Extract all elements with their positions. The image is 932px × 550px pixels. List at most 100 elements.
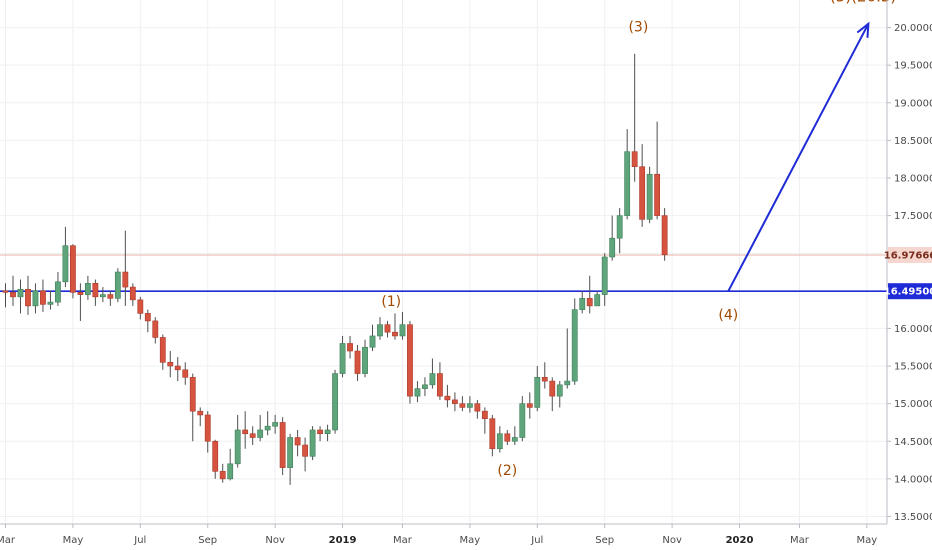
candle-body-up bbox=[422, 384, 428, 389]
x-tick-label: Mar bbox=[393, 535, 413, 546]
candle-body-down bbox=[586, 298, 593, 307]
candle-body-up bbox=[234, 429, 241, 465]
candle bbox=[661, 208, 668, 261]
candle-body-up bbox=[429, 373, 436, 386]
candle bbox=[451, 392, 458, 412]
candle bbox=[279, 417, 286, 476]
candle bbox=[152, 317, 159, 344]
horizontal-levels bbox=[0, 254, 887, 293]
candle bbox=[167, 351, 174, 378]
candle-body-down bbox=[10, 292, 16, 298]
candle-body-up bbox=[571, 309, 578, 382]
candle bbox=[47, 290, 54, 310]
wave-labels: (1) (2) (3) (4) (5)(20.3) bbox=[381, 0, 896, 479]
candle bbox=[219, 463, 226, 483]
candle-body-up bbox=[17, 289, 24, 298]
candle bbox=[414, 381, 421, 403]
candle-body-down bbox=[212, 440, 219, 472]
candle-body-down bbox=[526, 403, 533, 408]
candle-body-up bbox=[466, 403, 473, 408]
candle-body-down bbox=[174, 365, 181, 371]
candle-body-down bbox=[137, 299, 144, 314]
candle-body-down bbox=[182, 369, 189, 378]
candle-body-down bbox=[197, 410, 204, 416]
candle bbox=[534, 366, 541, 412]
projection-line bbox=[727, 23, 870, 292]
candle-body-down bbox=[92, 283, 99, 298]
candle bbox=[407, 320, 413, 404]
candle-body-down bbox=[40, 290, 46, 305]
candle-body-up bbox=[47, 301, 54, 305]
candle bbox=[399, 311, 406, 340]
candle-body-up bbox=[579, 298, 586, 310]
candle-body-down bbox=[407, 324, 413, 397]
y-axis[interactable]: 13.50000 14.00000 14.50000 15.00000 15.50000… bbox=[887, 23, 932, 523]
x-tick-label: Mar bbox=[790, 535, 810, 546]
candle-body-down bbox=[639, 166, 646, 220]
x-tick-label: 2019 bbox=[329, 535, 357, 546]
candle-body-up bbox=[646, 173, 653, 220]
candle-body-down bbox=[25, 289, 31, 307]
y-tick-label: 14.50000 bbox=[894, 437, 932, 448]
candle-body-up bbox=[114, 271, 121, 299]
candle bbox=[459, 396, 466, 412]
candle-body-down bbox=[384, 324, 391, 333]
candle-body-down bbox=[489, 418, 496, 450]
candle-body-up bbox=[84, 283, 91, 295]
x-axis[interactable]: Mar May Jul Sep Nov 2019 Mar May Jul Sep Nov 2020 Ma… bbox=[0, 524, 877, 546]
candle bbox=[189, 373, 196, 442]
candle-body-down bbox=[107, 294, 114, 299]
candle bbox=[354, 344, 361, 382]
candle bbox=[384, 320, 391, 338]
x-tick-label: Sep bbox=[198, 535, 217, 546]
candle-body-up bbox=[556, 384, 563, 397]
y-tick-label: 20.00000 bbox=[894, 23, 932, 34]
x-tick-label: Nov bbox=[662, 535, 682, 546]
y-tick-label: 18.00000 bbox=[894, 174, 932, 185]
x-tick-label: Jul bbox=[530, 535, 543, 546]
candle bbox=[579, 290, 586, 314]
candle-body-down bbox=[249, 433, 256, 438]
candle bbox=[62, 226, 69, 288]
candle bbox=[511, 426, 518, 446]
candle-body-down bbox=[437, 373, 443, 397]
candle bbox=[556, 381, 563, 408]
candle-body-down bbox=[354, 350, 361, 374]
y-tick-label: 15.50000 bbox=[894, 362, 932, 373]
wave-projection bbox=[727, 21, 870, 292]
candle bbox=[70, 244, 76, 299]
candle bbox=[631, 53, 638, 182]
candle-body-down bbox=[159, 337, 166, 363]
candle-body-down bbox=[152, 320, 159, 338]
candle bbox=[122, 230, 129, 306]
candle bbox=[242, 411, 249, 449]
candle bbox=[182, 362, 189, 385]
candle bbox=[55, 272, 61, 306]
candle bbox=[594, 290, 601, 307]
candle-body-down bbox=[481, 410, 488, 419]
candle bbox=[197, 407, 204, 427]
candle-body-down bbox=[129, 286, 136, 301]
candle-body-up bbox=[496, 433, 503, 450]
candle-body-up bbox=[564, 380, 571, 386]
candle bbox=[332, 369, 338, 434]
candle bbox=[10, 275, 16, 306]
candle-body-up bbox=[324, 429, 331, 435]
candle-body-down bbox=[2, 290, 9, 293]
candle bbox=[624, 129, 631, 220]
candle bbox=[437, 362, 443, 400]
candle-body-up bbox=[362, 346, 368, 374]
candle bbox=[264, 411, 271, 436]
wave-label: (5)(20.3) bbox=[830, 0, 896, 5]
candle-body-down bbox=[444, 395, 451, 401]
candle-body-down bbox=[70, 245, 76, 293]
x-tick-label: Mar bbox=[0, 535, 16, 546]
candle-body-down bbox=[549, 380, 556, 397]
candle-body-up bbox=[62, 245, 69, 283]
candle bbox=[549, 377, 556, 412]
candle-body-up bbox=[534, 377, 541, 408]
support-price-badge: 16.49500 bbox=[884, 283, 932, 300]
x-tick-label: 2020 bbox=[726, 535, 754, 546]
candle bbox=[234, 414, 241, 468]
